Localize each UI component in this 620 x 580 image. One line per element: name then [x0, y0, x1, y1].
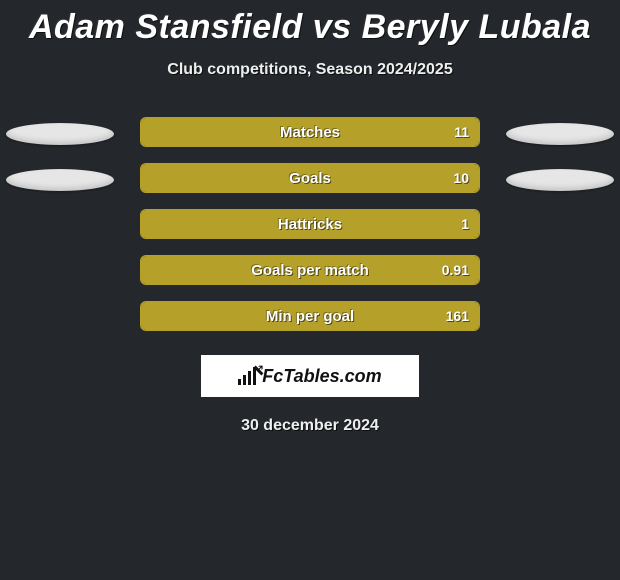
stat-row: Goals10: [0, 161, 620, 195]
stat-bar-fill-right: [141, 118, 479, 146]
stat-bar-track: Hattricks1: [140, 209, 480, 239]
stat-bar-fill-right: [141, 302, 479, 330]
player1-value-ellipse: [6, 169, 114, 191]
stat-row: Hattricks1: [0, 207, 620, 241]
stat-row: Goals per match0.91: [0, 253, 620, 287]
player1-value-ellipse: [6, 123, 114, 145]
fctables-logo[interactable]: ➔ FcTables.com: [201, 355, 419, 397]
stat-bar-track: Matches11: [140, 117, 480, 147]
stat-bar-track: Goals10: [140, 163, 480, 193]
player1-name: Adam Stansfield: [29, 8, 303, 46]
player2-value-ellipse: [506, 123, 614, 145]
stat-row: Min per goal161: [0, 299, 620, 333]
stat-row: Matches11: [0, 115, 620, 149]
page-title: Adam Stansfield vs Beryly Lubala: [0, 0, 620, 47]
player2-name: Beryly Lubala: [362, 8, 591, 46]
player2-value-ellipse: [506, 169, 614, 191]
stat-bar-fill-right: [141, 256, 479, 284]
stat-bar-fill-right: [141, 210, 479, 238]
snapshot-date: 30 december 2024: [0, 417, 620, 435]
stat-bar-track: Min per goal161: [140, 301, 480, 331]
bars-chart-icon: ➔: [238, 367, 256, 385]
stats-area: Matches11 Goals10 Hattricks1 Goals per matc…: [0, 115, 620, 333]
stat-bar-track: Goals per match0.91: [140, 255, 480, 285]
logo-text: FcTables.com: [262, 366, 381, 387]
logo-rest: Tables.com: [283, 366, 381, 386]
vs-text: vs: [313, 8, 352, 46]
subtitle: Club competitions, Season 2024/2025: [0, 61, 620, 79]
stat-bar-fill-right: [141, 164, 479, 192]
